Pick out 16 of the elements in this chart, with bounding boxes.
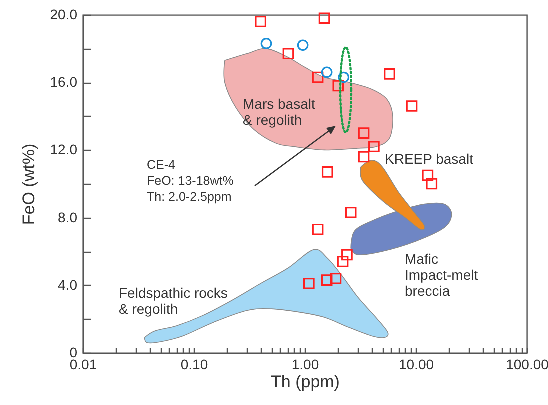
y-tick-label: 16.0 xyxy=(50,74,78,90)
x-tick-label: 10.00 xyxy=(398,356,434,372)
annotation: KREEP basalt xyxy=(385,151,474,167)
x-axis-title: Th (ppm) xyxy=(271,372,340,392)
annotation: Mars basalt & regolith xyxy=(243,96,316,128)
annotation: CE-4 FeO: 13-18wt% Th: 2.0-2.5ppm xyxy=(147,158,234,204)
y-tick-label: 4.0 xyxy=(58,276,78,293)
annotation: Feldspathic rocks & regolith xyxy=(119,285,228,317)
y-tick-label: 8.0 xyxy=(58,209,78,226)
annotation: Mafic Impact-melt breccia xyxy=(405,251,478,299)
y-tick-label: 20.0 xyxy=(50,6,78,22)
x-tick-label: 100.00 xyxy=(506,356,548,372)
x-tick-label: 1.00 xyxy=(292,356,320,372)
y-axis-title: FeO (wt%) xyxy=(19,144,38,226)
x-tick-label: 0.10 xyxy=(180,356,208,372)
y-tick-label: 12.0 xyxy=(50,142,78,158)
